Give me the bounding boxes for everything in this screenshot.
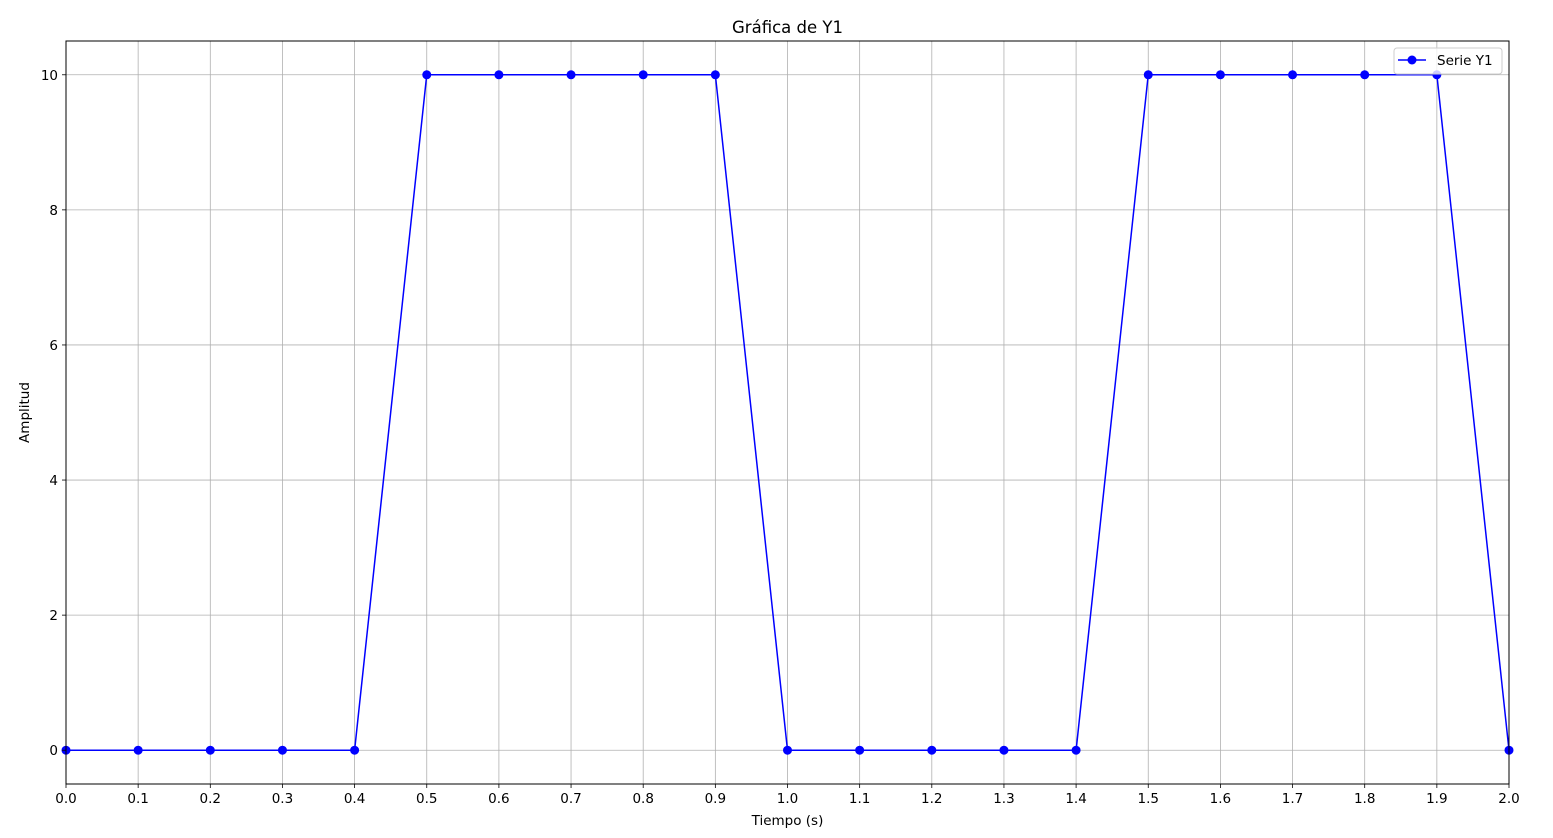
x-axis-ticks: 0.0 0.1 0.2 0.3 0.4 0.5 0.6 0.7 0.8 0.9 1.0 1.1 1.2 1… (55, 784, 1520, 807)
y-tick-label: 4 (49, 473, 58, 489)
data-point (133, 745, 143, 755)
data-point (205, 745, 215, 755)
legend-box (1393, 47, 1503, 75)
x-tick-label: 0.8 (632, 791, 653, 807)
x-tick-label: 0.6 (488, 791, 509, 807)
x-tick-label: 1.7 (1282, 791, 1303, 807)
x-tick-label: 0.3 (272, 791, 293, 807)
y-tick-label: 10 (41, 68, 58, 84)
x-tick-label: 0.7 (560, 791, 581, 807)
legend-marker (1407, 55, 1417, 65)
data-point (1071, 745, 1081, 755)
y-tick-label: 2 (49, 608, 58, 624)
data-point (350, 745, 360, 755)
x-tick-label: 0.0 (55, 791, 76, 807)
x-tick-label: 1.9 (1426, 791, 1447, 807)
data-point (710, 70, 720, 80)
chart-title: Gráfica de Y1 (732, 18, 843, 37)
x-tick-label: 1.1 (849, 791, 870, 807)
data-point (1143, 70, 1153, 80)
y-tick-label: 8 (49, 203, 58, 219)
data-point (1288, 70, 1298, 80)
legend: Serie Y1 (1393, 47, 1503, 75)
x-tick-label: 0.2 (200, 791, 221, 807)
data-point (494, 70, 504, 80)
x-tick-label: 0.5 (416, 791, 437, 807)
legend-entry-serie-y1: Serie Y1 (1437, 53, 1493, 69)
x-tick-label: 0.1 (127, 791, 148, 807)
data-point (422, 70, 432, 80)
x-tick-label: 1.4 (1065, 791, 1086, 807)
x-tick-label: 2.0 (1498, 791, 1519, 807)
data-point (1360, 70, 1370, 80)
x-tick-label: 0.4 (344, 791, 365, 807)
x-tick-label: 1.6 (1210, 791, 1231, 807)
data-point (927, 745, 937, 755)
data-point (999, 745, 1009, 755)
data-point (277, 745, 287, 755)
data-point (566, 70, 576, 80)
x-axis-label: Tiempo (s) (751, 813, 824, 829)
x-tick-label: 1.2 (921, 791, 942, 807)
y-axis-ticks: 0 2 4 6 8 10 (41, 68, 66, 759)
x-tick-label: 1.8 (1354, 791, 1375, 807)
x-tick-label: 0.9 (705, 791, 726, 807)
x-tick-label: 1.0 (777, 791, 798, 807)
grid-lines (65, 41, 1510, 784)
y-tick-label: 6 (49, 338, 58, 354)
y-tick-label: 0 (49, 743, 58, 759)
data-point (855, 745, 865, 755)
x-tick-label: 1.3 (993, 791, 1014, 807)
y-axis-label: Amplitud (17, 382, 33, 443)
data-point (638, 70, 648, 80)
data-point (1215, 70, 1225, 80)
x-tick-label: 1.5 (1138, 791, 1159, 807)
data-point (783, 745, 792, 755)
